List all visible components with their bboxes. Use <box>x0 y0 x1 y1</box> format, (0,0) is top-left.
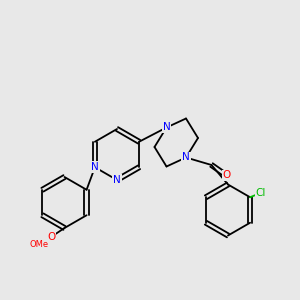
Text: Cl: Cl <box>255 188 266 198</box>
Text: N: N <box>182 152 190 163</box>
Text: N: N <box>91 162 99 172</box>
Text: OMe: OMe <box>29 240 49 249</box>
Text: O: O <box>47 232 55 242</box>
Text: N: N <box>163 122 170 133</box>
Text: O: O <box>222 170 231 181</box>
Text: N: N <box>113 175 121 185</box>
